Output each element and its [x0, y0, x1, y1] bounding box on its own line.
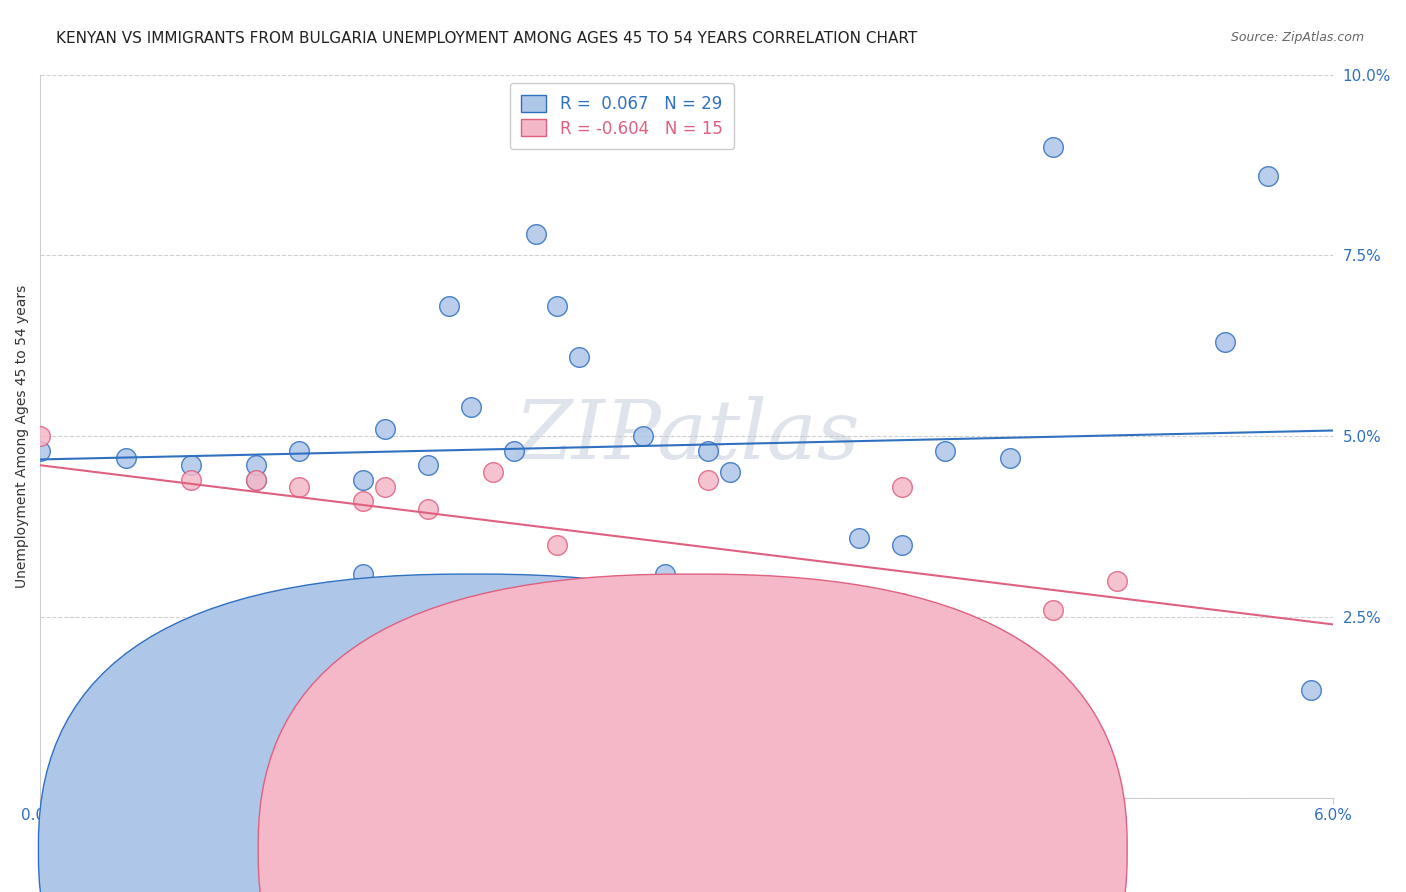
- Point: [287, 480, 309, 494]
- Point: [1042, 140, 1064, 154]
- Point: [503, 443, 526, 458]
- Point: [245, 473, 267, 487]
- Point: [568, 350, 591, 364]
- Text: Immigrants from Bulgaria: Immigrants from Bulgaria: [713, 842, 908, 857]
- Point: [1301, 682, 1323, 697]
- Point: [30, 429, 52, 443]
- Point: [633, 429, 655, 443]
- Point: [115, 450, 138, 465]
- Point: [352, 494, 374, 508]
- Point: [934, 443, 956, 458]
- Point: [416, 458, 439, 473]
- Point: [697, 473, 720, 487]
- Point: [374, 480, 396, 494]
- Point: [352, 473, 374, 487]
- Point: [374, 422, 396, 436]
- Point: [1257, 169, 1279, 183]
- Point: [1107, 574, 1129, 588]
- Point: [30, 443, 52, 458]
- Point: [460, 401, 482, 415]
- Point: [546, 299, 568, 313]
- Y-axis label: Unemployment Among Ages 45 to 54 years: Unemployment Among Ages 45 to 54 years: [15, 285, 30, 588]
- Point: [416, 501, 439, 516]
- Point: [675, 661, 697, 675]
- Text: ZIPatlas: ZIPatlas: [513, 396, 859, 476]
- Legend: R =  0.067   N = 29, R = -0.604   N = 15: R = 0.067 N = 29, R = -0.604 N = 15: [509, 83, 734, 149]
- Point: [891, 480, 914, 494]
- Point: [1042, 603, 1064, 617]
- Text: Source: ZipAtlas.com: Source: ZipAtlas.com: [1230, 31, 1364, 45]
- Point: [891, 538, 914, 552]
- Point: [481, 466, 503, 480]
- Point: [439, 299, 461, 313]
- Point: [718, 466, 741, 480]
- Point: [245, 458, 267, 473]
- Text: KENYAN VS IMMIGRANTS FROM BULGARIA UNEMPLOYMENT AMONG AGES 45 TO 54 YEARS CORREL: KENYAN VS IMMIGRANTS FROM BULGARIA UNEMP…: [56, 31, 918, 46]
- Point: [610, 603, 633, 617]
- Point: [524, 227, 547, 241]
- Point: [654, 566, 676, 581]
- Point: [1213, 335, 1236, 350]
- Point: [180, 473, 202, 487]
- Point: [697, 443, 720, 458]
- Point: [180, 458, 202, 473]
- Point: [546, 538, 568, 552]
- Point: [848, 531, 870, 545]
- Point: [245, 473, 267, 487]
- Point: [891, 596, 914, 610]
- Text: Kenyans: Kenyans: [492, 842, 557, 857]
- Point: [998, 450, 1021, 465]
- Point: [352, 566, 374, 581]
- Point: [287, 443, 309, 458]
